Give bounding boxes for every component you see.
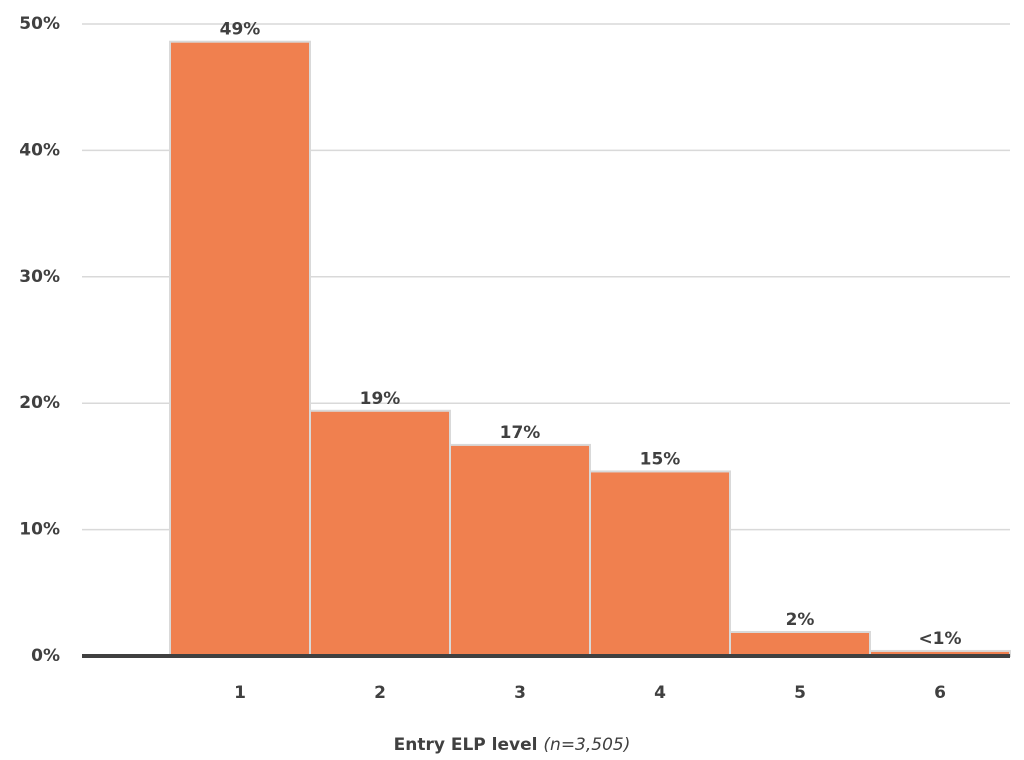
bar <box>589 470 731 657</box>
y-tick-label: 40% <box>19 140 60 160</box>
x-tick-label: 4 <box>654 683 666 703</box>
x-tick-label: 1 <box>234 683 246 703</box>
data-label: 15% <box>640 449 681 469</box>
x-tick-label: 5 <box>794 683 806 703</box>
x-axis-title: Entry ELP level <box>394 735 538 755</box>
data-label: 2% <box>786 610 815 630</box>
x-tick-label: 2 <box>374 683 386 703</box>
x-tick-label: 6 <box>934 683 946 703</box>
x-axis-label: Entry ELP level (n=3,505) <box>394 735 631 755</box>
y-tick-label: 20% <box>19 393 60 413</box>
y-tick-label: 0% <box>31 646 60 666</box>
data-label: 19% <box>360 389 401 409</box>
x-tick-label: 3 <box>514 683 526 703</box>
bar <box>729 630 871 658</box>
x-axis-note: (n=3,505) <box>543 735 630 755</box>
data-label: <1% <box>918 629 961 649</box>
bar <box>169 40 311 658</box>
y-tick-label: 50% <box>19 14 60 34</box>
y-tick-label: 10% <box>19 520 60 540</box>
data-label: 49% <box>220 20 261 40</box>
bar <box>309 409 451 657</box>
data-label: 17% <box>500 423 541 443</box>
y-tick-label: 30% <box>19 267 60 287</box>
bar <box>449 443 591 657</box>
